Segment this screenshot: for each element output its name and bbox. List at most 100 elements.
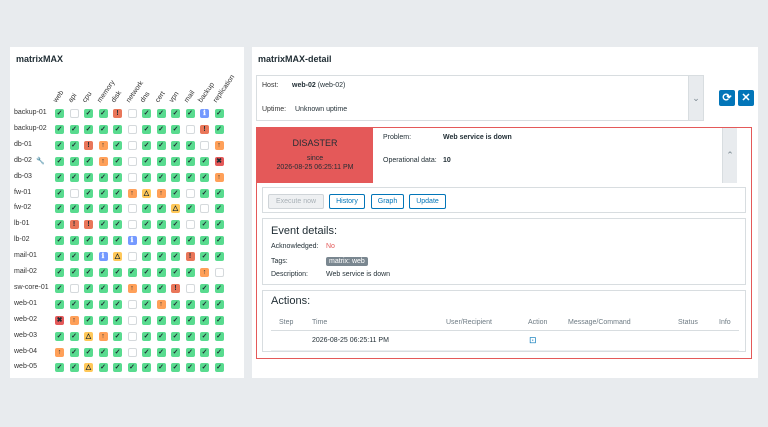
matrix-cell-avg[interactable]: ↑ [200, 268, 209, 277]
matrix-cell-ok[interactable]: ✓ [171, 347, 180, 357]
matrix-cell-ok[interactable]: ✓ [156, 315, 166, 325]
matrix-cell-ok[interactable]: ✓ [171, 252, 180, 262]
host-label-lb-02[interactable]: lb-02 [14, 236, 30, 244]
matrix-cell-ok[interactable]: ✓ [113, 363, 122, 373]
matrix-cell-ok[interactable]: ✓ [113, 124, 122, 134]
matrix-cell-ok[interactable]: ✓ [55, 172, 64, 182]
matrix-cell-ok[interactable]: ✓ [113, 299, 122, 309]
matrix-cell-ok[interactable]: ✓ [98, 236, 108, 246]
matrix-cell-ok[interactable]: ✓ [55, 124, 64, 134]
matrix-cell-ok[interactable]: ✓ [55, 236, 64, 246]
matrix-cell-ok[interactable]: ✓ [113, 220, 122, 230]
matrix-cell-empty[interactable] [185, 188, 195, 198]
matrix-cell-ok[interactable]: ✓ [171, 236, 180, 246]
matrix-cell-ok[interactable]: ✓ [69, 156, 79, 166]
host-label-mail-02[interactable]: mail-02 [14, 268, 37, 275]
matrix-cell-ok[interactable]: ✓ [98, 172, 108, 182]
matrix-cell-ok[interactable]: ✓ [156, 283, 166, 293]
matrix-cell-ok[interactable]: ✓ [84, 283, 93, 293]
matrix-cell-ok[interactable]: ✓ [214, 347, 224, 357]
matrix-cell-ok[interactable]: ✓ [214, 109, 224, 118]
matrix-cell-empty[interactable] [185, 124, 195, 134]
matrix-cell-ok[interactable]: ✓ [55, 331, 64, 341]
matrix-cell-ok[interactable]: ✓ [69, 252, 79, 262]
matrix-cell-avg[interactable]: ↑ [156, 188, 166, 198]
matrix-cell-avg[interactable]: ↑ [127, 283, 137, 293]
matrix-cell-ok[interactable]: ✓ [171, 299, 180, 309]
matrix-cell-ok[interactable]: ✓ [171, 172, 180, 182]
matrix-cell-ok[interactable]: ✓ [142, 172, 151, 182]
matrix-cell-ok[interactable]: ✓ [98, 109, 108, 118]
matrix-cell-empty[interactable] [185, 220, 195, 230]
matrix-cell-ok[interactable]: ✓ [69, 331, 79, 341]
matrix-cell-ok[interactable]: ✓ [113, 172, 122, 182]
action-message-icon[interactable]: ⊡ [529, 335, 537, 345]
host-label-db-01[interactable]: db-01 [14, 140, 32, 148]
matrix-cell-ok[interactable]: ✓ [142, 363, 151, 373]
matrix-cell-avg[interactable]: ↑ [98, 140, 108, 150]
matrix-cell-ok[interactable]: ✓ [84, 347, 93, 357]
matrix-cell-ok[interactable]: ✓ [156, 204, 166, 214]
matrix-cell-ok[interactable]: ✓ [200, 172, 209, 182]
matrix-cell-ok[interactable]: ✓ [142, 204, 151, 214]
matrix-cell-ok[interactable]: ✓ [69, 268, 79, 277]
matrix-cell-high[interactable]: ! [171, 283, 180, 293]
matrix-cell-ok[interactable]: ✓ [142, 156, 151, 166]
host-label-sw-core-01[interactable]: sw-core-01 [14, 283, 49, 291]
matrix-cell-ok[interactable]: ✓ [171, 188, 180, 198]
host-label-lb-01[interactable]: lb-01 [14, 220, 30, 228]
matrix-cell-ok[interactable]: ✓ [142, 109, 151, 118]
matrix-cell-avg[interactable]: ↑ [98, 331, 108, 341]
matrix-cell-avg[interactable]: ↑ [55, 347, 64, 357]
matrix-cell-ok[interactable]: ✓ [156, 236, 166, 246]
matrix-cell-ok[interactable]: ✓ [156, 172, 166, 182]
matrix-cell-avg[interactable]: ↑ [127, 188, 137, 198]
matrix-cell-ok[interactable]: ✓ [55, 220, 64, 230]
matrix-cell-ok[interactable]: ✓ [171, 124, 180, 134]
matrix-cell-ok[interactable]: ✓ [200, 220, 209, 230]
matrix-cell-ok[interactable]: ✓ [69, 172, 79, 182]
matrix-cell-ok[interactable]: ✓ [84, 236, 93, 246]
matrix-cell-ok[interactable]: ✓ [98, 204, 108, 214]
matrix-cell-high[interactable]: ! [113, 109, 122, 118]
matrix-cell-ok[interactable]: ✓ [214, 188, 224, 198]
matrix-cell-ok[interactable]: ✓ [84, 188, 93, 198]
matrix-cell-ok[interactable]: ✓ [113, 315, 122, 325]
matrix-cell-ok[interactable]: ✓ [185, 347, 195, 357]
matrix-cell-ok[interactable]: ✓ [214, 236, 224, 246]
matrix-cell-ok[interactable]: ✓ [200, 252, 209, 262]
matrix-cell-ok[interactable]: ✓ [113, 140, 122, 150]
matrix-cell-ok[interactable]: ✓ [142, 347, 151, 357]
matrix-cell-ok[interactable]: ✓ [127, 268, 137, 277]
matrix-cell-ok[interactable]: ✓ [156, 156, 166, 166]
matrix-cell-ok[interactable]: ✓ [156, 220, 166, 230]
matrix-cell-ok[interactable]: ✓ [142, 140, 151, 150]
matrix-cell-ok[interactable]: ✓ [185, 363, 195, 373]
graph-button[interactable]: Graph [371, 194, 404, 209]
matrix-cell-ok[interactable]: ✓ [214, 252, 224, 262]
matrix-cell-ok[interactable]: ✓ [113, 236, 122, 246]
matrix-cell-avg[interactable]: ↑ [69, 315, 79, 325]
matrix-cell-ok[interactable]: ✓ [214, 124, 224, 134]
matrix-cell-ok[interactable]: ✓ [185, 299, 195, 309]
matrix-cell-info[interactable]: ℹ [127, 236, 137, 246]
matrix-cell-avg[interactable]: ↑ [98, 156, 108, 166]
matrix-cell-avg[interactable]: ↑ [214, 140, 224, 150]
matrix-cell-ok[interactable]: ✓ [185, 156, 195, 166]
matrix-cell-empty[interactable] [127, 204, 137, 214]
matrix-cell-ok[interactable]: ✓ [142, 331, 151, 341]
matrix-cell-ok[interactable]: ✓ [69, 236, 79, 246]
matrix-cell-warn[interactable]: △ [84, 331, 93, 341]
matrix-cell-ok[interactable]: ✓ [55, 283, 64, 293]
matrix-cell-avg[interactable]: ↑ [214, 172, 224, 182]
matrix-cell-empty[interactable] [127, 156, 137, 166]
matrix-cell-ok[interactable]: ✓ [142, 299, 151, 309]
matrix-cell-ok[interactable]: ✓ [113, 331, 122, 341]
matrix-cell-high[interactable]: ! [185, 252, 195, 262]
matrix-cell-ok[interactable]: ✓ [185, 140, 195, 150]
matrix-cell-ok[interactable]: ✓ [98, 347, 108, 357]
matrix-cell-ok[interactable]: ✓ [171, 315, 180, 325]
matrix-cell-ok[interactable]: ✓ [98, 188, 108, 198]
matrix-cell-ok[interactable]: ✓ [113, 347, 122, 357]
matrix-cell-warn[interactable]: △ [171, 204, 180, 214]
